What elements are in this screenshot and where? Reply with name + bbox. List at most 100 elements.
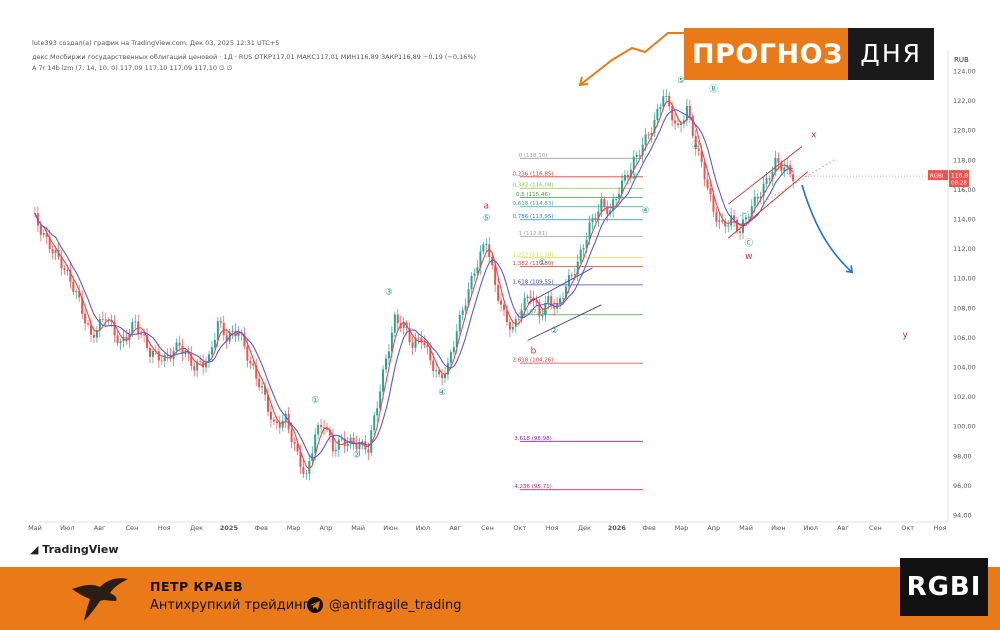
candle-body (396, 314, 399, 324)
telegram-handle[interactable]: @antifragile_trading (329, 598, 462, 613)
candle-body (721, 220, 724, 222)
candle-body (302, 466, 305, 474)
candle-body (736, 219, 739, 232)
candle-body (414, 337, 417, 348)
candle-body (87, 323, 90, 325)
candle-body (491, 257, 494, 266)
wave-label: ① (539, 258, 547, 268)
candle-body (517, 318, 520, 320)
candle-body (432, 360, 435, 371)
wave-label: ⑤ (482, 213, 490, 223)
candle-body (621, 180, 623, 194)
candle-body (246, 346, 249, 361)
x-tick-label: Ноя (158, 524, 171, 532)
x-tick-label: Фев (255, 524, 269, 532)
candle-body (355, 443, 358, 450)
candle-body (682, 120, 685, 124)
candle-body (697, 148, 700, 151)
candle-body (520, 310, 523, 320)
fib-level-label: 1 (112,81) (519, 231, 548, 237)
candle-body (438, 370, 441, 375)
candle-body (213, 340, 216, 348)
candle-body (665, 96, 668, 97)
fib-level-label: 1,272 (111,38) (512, 252, 553, 258)
candle-body (98, 318, 101, 331)
candle-body (600, 199, 603, 212)
candle-body (367, 449, 370, 453)
candle-body (576, 261, 579, 275)
candle-body (387, 351, 390, 359)
banner-arrow-head (578, 76, 589, 87)
candle-body (562, 297, 564, 299)
x-tick-label: Июл (803, 524, 818, 532)
candle-body (411, 342, 414, 348)
candle-body (765, 178, 768, 184)
candle-body (272, 419, 275, 422)
wave-label: ② (353, 450, 361, 460)
y-tick-label: 102,00 (953, 393, 976, 401)
candle-body (408, 328, 411, 343)
candle-body (187, 351, 190, 354)
candle-body (149, 347, 151, 357)
candle-body (42, 233, 45, 235)
candle-body (243, 333, 246, 347)
fib-level-label: 0 (118,10) (519, 153, 548, 159)
candle-body (420, 338, 423, 343)
x-tick-label: Фев (642, 524, 656, 532)
candle-body (255, 365, 258, 379)
candle-body (66, 270, 69, 271)
candle-body (500, 300, 503, 305)
wave-label: a (484, 202, 490, 212)
candle-body (638, 154, 641, 156)
candle-body (193, 365, 196, 371)
candle-body (674, 120, 677, 124)
candle-body (526, 296, 529, 299)
fib-level-label: 3,618 (98,98) (514, 436, 552, 442)
candle-body (774, 158, 777, 172)
wave-label: ③ (630, 172, 638, 182)
candle-body (346, 443, 349, 447)
tradingview-logo[interactable]: ◢ TradingView (30, 543, 119, 556)
candle-body (331, 435, 334, 452)
candle-body (585, 239, 588, 248)
candle-body (134, 321, 137, 323)
telegram-icon[interactable] (307, 597, 323, 613)
x-tick-label: 2026 (608, 524, 627, 532)
candle-body (538, 302, 541, 317)
candle-body (426, 345, 429, 348)
candle-body (685, 105, 688, 121)
candle-body (650, 133, 653, 136)
candle-body (60, 256, 63, 269)
candle-body (376, 408, 379, 416)
y-tick-label: 104,00 (953, 364, 976, 372)
price-chart[interactable]: RUB 94,00 96,00 98,00 100,00 102,00 104,00 106,… (0, 0, 1000, 567)
candle-body (446, 362, 449, 375)
x-tick-label: Окт (513, 524, 526, 532)
candle-body (441, 374, 444, 379)
last-price-time: 08:28 (951, 181, 967, 187)
candle-body (632, 156, 635, 170)
wave-label: ② (550, 326, 558, 336)
wave-label: y (903, 330, 909, 340)
candle-body (328, 429, 331, 436)
fib-level-label: 0,382 (116,08) (512, 183, 553, 189)
wave-label: x (811, 131, 817, 141)
candle-body (199, 361, 202, 363)
candle-body (464, 305, 467, 311)
x-tick-label: Май (351, 524, 365, 532)
candle-body (119, 341, 122, 344)
candle-body (249, 360, 252, 364)
x-tick-label: Июн (771, 524, 786, 532)
candle-body (352, 437, 355, 444)
y-tick-label: 98,00 (953, 452, 972, 460)
candle-body (750, 206, 753, 217)
candle-body (69, 270, 72, 282)
candle-body (45, 233, 48, 238)
ticker-badge: RGBI (900, 558, 988, 616)
candle-body (564, 286, 567, 298)
candle-body (759, 196, 762, 199)
candle-body (479, 251, 482, 268)
candle-body (234, 330, 237, 337)
candle-body (715, 211, 718, 222)
candle-body (623, 174, 626, 181)
